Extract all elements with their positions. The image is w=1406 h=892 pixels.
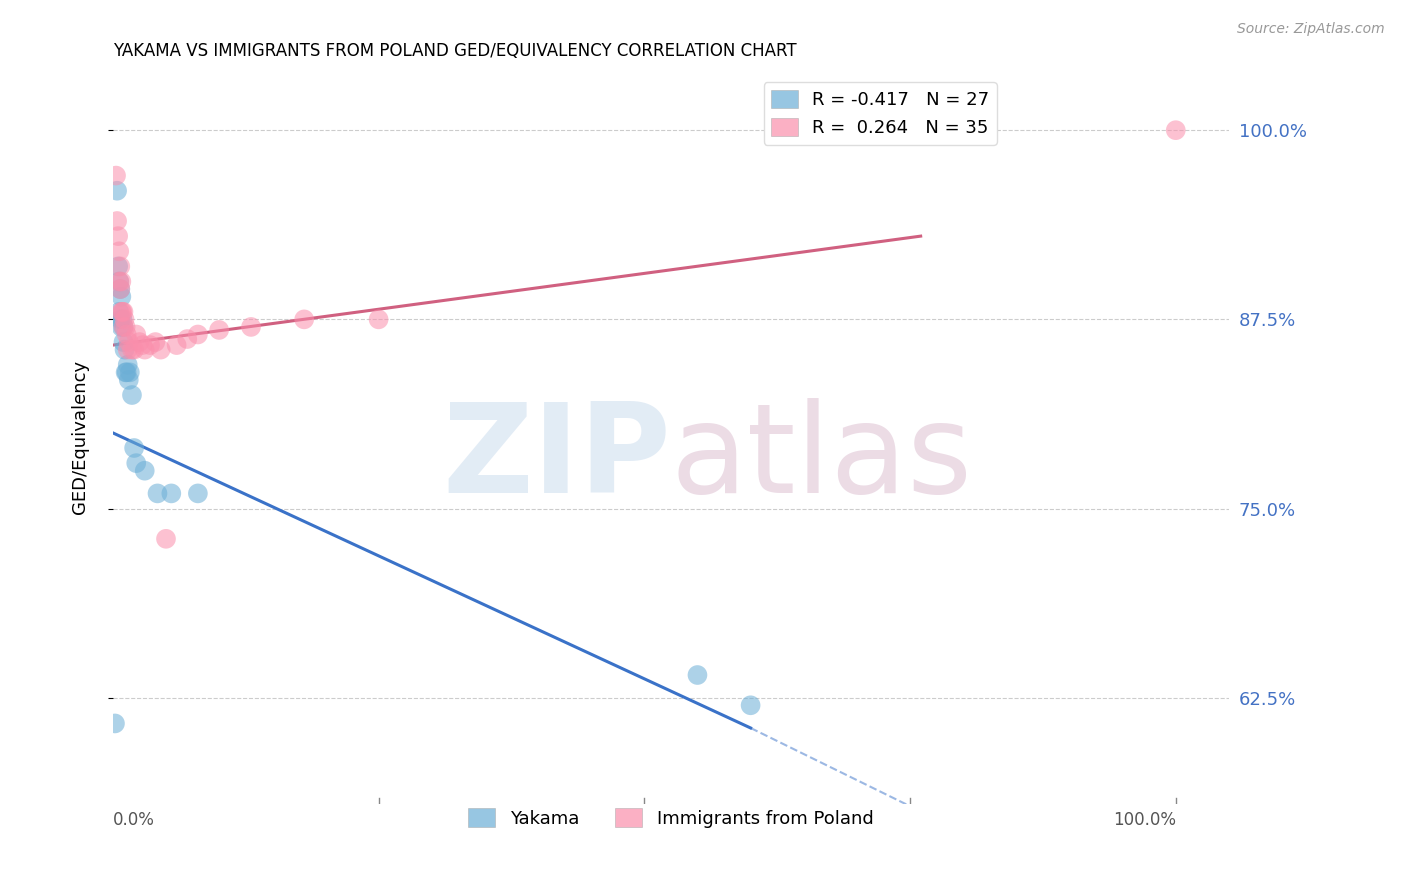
Point [112, 305, 135, 319]
Point [114, 365, 136, 379]
Point [110, 282, 132, 296]
Point [112, 320, 135, 334]
Point [139, 338, 162, 352]
Point [122, 441, 145, 455]
Point [134, 464, 156, 478]
Point [118, 334, 141, 349]
Point [108, 275, 131, 289]
Point [110, 320, 132, 334]
Point [108, 305, 131, 319]
Point [110, 275, 132, 289]
Point [105, 214, 128, 228]
Point [115, 327, 138, 342]
Text: YAKAMA VS IMMIGRANTS FROM POLAND GED/EQUIVALENCY CORRELATION CHART: YAKAMA VS IMMIGRANTS FROM POLAND GED/EQU… [112, 42, 796, 60]
Point [114, 343, 136, 357]
Point [134, 343, 156, 357]
Point [110, 260, 132, 274]
Point [118, 373, 141, 387]
Point [105, 169, 128, 183]
Point [110, 282, 132, 296]
Legend: Yakama, Immigrants from Poland: Yakama, Immigrants from Poland [461, 801, 880, 835]
Point [108, 244, 131, 259]
Point [166, 338, 188, 352]
Point [110, 290, 132, 304]
Point [121, 388, 143, 402]
Point [292, 312, 315, 326]
Point [176, 332, 198, 346]
Text: 0.0%: 0.0% [112, 811, 155, 829]
Point [115, 365, 138, 379]
Point [125, 456, 148, 470]
Point [240, 320, 263, 334]
Point [146, 486, 169, 500]
Point [208, 323, 231, 337]
Point [107, 260, 129, 274]
Point [104, 716, 127, 731]
Point [187, 327, 209, 342]
Text: atlas: atlas [671, 398, 973, 519]
Point [111, 305, 134, 319]
Point [121, 343, 143, 357]
Point [367, 312, 389, 326]
Point [187, 486, 209, 500]
Point [105, 184, 128, 198]
Point [114, 312, 136, 326]
Point [122, 343, 145, 357]
Point [160, 486, 183, 500]
Point [131, 338, 153, 352]
Point [155, 532, 177, 546]
Point [145, 334, 167, 349]
Point [686, 668, 709, 682]
Point [128, 334, 150, 349]
Point [110, 312, 132, 326]
Point [125, 327, 148, 342]
Point [111, 312, 134, 326]
Point [740, 698, 762, 713]
Point [149, 343, 172, 357]
Text: ZIP: ZIP [441, 398, 671, 519]
Point [112, 320, 135, 334]
Point [117, 343, 139, 357]
Point [112, 334, 135, 349]
Point [1164, 123, 1187, 137]
Text: Source: ZipAtlas.com: Source: ZipAtlas.com [1237, 22, 1385, 37]
Text: 100.0%: 100.0% [1112, 811, 1175, 829]
Point [107, 229, 129, 244]
Point [114, 320, 136, 334]
Point [118, 365, 141, 379]
Point [117, 358, 139, 372]
Y-axis label: GED/Equivalency: GED/Equivalency [72, 359, 89, 514]
Point [108, 275, 131, 289]
Point [110, 305, 132, 319]
